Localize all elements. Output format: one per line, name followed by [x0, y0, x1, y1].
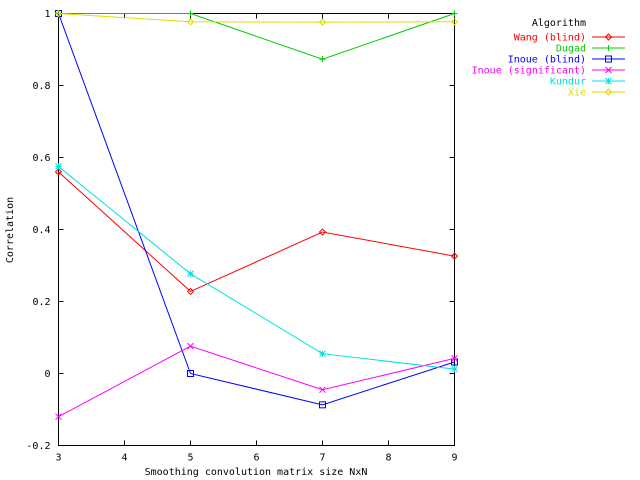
data-point — [187, 10, 194, 17]
y-axis: -0.2 0 0.2 0.4 0.6 0.8 1 — [26, 9, 455, 452]
y-tick-label: 0.8 — [32, 81, 50, 92]
x-axis-title: Smoothing convolution matrix size NxN — [145, 467, 368, 478]
x-tick-label: 9 — [451, 453, 457, 464]
data-point — [451, 355, 458, 362]
series-4 — [55, 163, 458, 373]
data-point — [319, 401, 326, 409]
plot-frame — [58, 13, 455, 446]
series-line — [58, 13, 455, 406]
series-5 — [54, 9, 459, 26]
data-point — [451, 10, 458, 17]
legend-label: Inoue (significant) — [472, 66, 586, 77]
x-tick-label: 4 — [121, 453, 127, 464]
series-line — [58, 13, 455, 23]
data-point — [54, 168, 63, 176]
x-tick-label: 8 — [385, 453, 391, 464]
series-1 — [55, 10, 458, 63]
data-point — [318, 228, 327, 236]
y-tick-label: 0.2 — [32, 297, 50, 308]
data-point — [318, 18, 327, 26]
x-tick-label: 6 — [253, 453, 259, 464]
legend-marker — [604, 88, 613, 96]
data-point — [55, 413, 62, 421]
y-axis-title: Correlation — [5, 197, 16, 263]
data-point — [187, 370, 194, 377]
x-tick-label: 3 — [55, 453, 61, 464]
legend-marker — [604, 33, 613, 41]
legend-label: Kundur — [550, 77, 586, 88]
data-point — [319, 350, 326, 358]
y-tick-label: 0.4 — [32, 225, 50, 236]
series-2 — [55, 10, 458, 409]
x-tick-label: 7 — [319, 453, 325, 464]
data-point — [54, 9, 63, 18]
legend-label: Wang (blind) — [514, 33, 586, 44]
data-point — [187, 342, 194, 350]
legend-marker — [605, 77, 612, 85]
x-tick-label: 5 — [187, 453, 193, 464]
legend-label: Inoue (blind) — [508, 55, 586, 66]
data-point — [186, 287, 195, 296]
data-point — [450, 252, 459, 260]
data-point — [187, 270, 194, 278]
legend-label: Xie — [568, 88, 586, 99]
data-point — [450, 18, 459, 26]
legend-marker — [605, 55, 612, 63]
series-line — [58, 171, 455, 293]
y-tick-label: -0.2 — [26, 441, 50, 452]
data-point — [319, 56, 326, 63]
y-tick-label: 1 — [44, 9, 50, 20]
series-line — [58, 13, 455, 60]
series-line — [58, 166, 455, 370]
data-point — [319, 386, 326, 394]
legend-marker — [605, 66, 612, 74]
data-point — [451, 365, 458, 373]
series-line — [58, 345, 455, 418]
y-tick-label: 0.6 — [32, 153, 50, 164]
legend-marker — [605, 45, 612, 51]
series-3 — [55, 342, 458, 421]
series-0 — [54, 168, 459, 296]
y-tick-label: 0 — [44, 369, 50, 380]
series-layer — [54, 9, 459, 421]
data-point — [186, 18, 195, 26]
data-point — [55, 163, 62, 170]
legend-label: Dugad — [556, 44, 586, 55]
legend-title: Algorithm — [532, 18, 586, 29]
x-axis: 3 4 5 6 7 8 9 — [55, 13, 458, 464]
